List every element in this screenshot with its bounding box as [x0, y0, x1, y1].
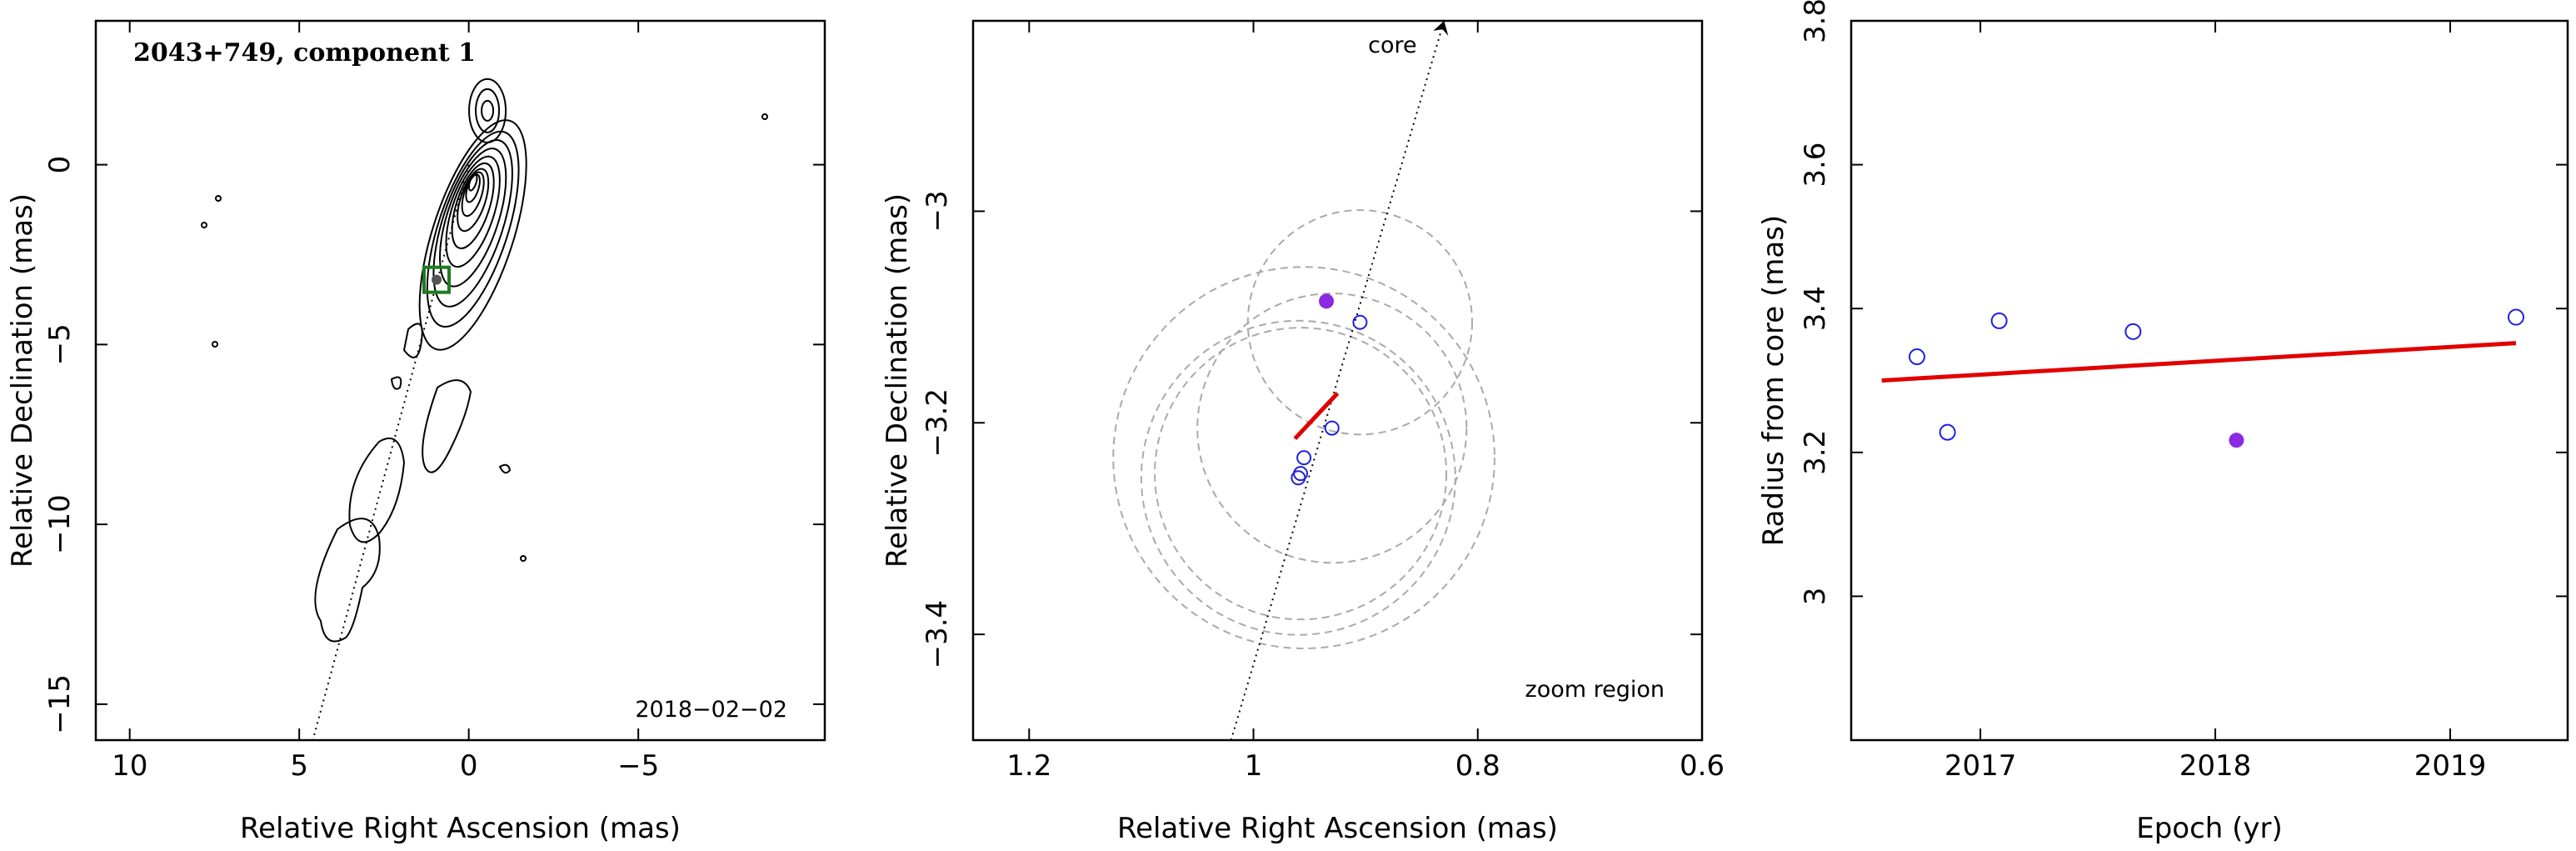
- data-point-filled: [2229, 433, 2244, 448]
- data-point: [1908, 348, 1925, 366]
- contour-line: [432, 138, 513, 308]
- panel-radius-vs-epoch: 2017 2018 2019 3 3.2 3.4 3.6 3.8 Epoch (yr) Radiu…: [1757, 0, 2569, 845]
- contour-line: [498, 463, 512, 474]
- data-point: [1290, 470, 1306, 486]
- data-point: [1939, 423, 1956, 441]
- contour-line: [761, 113, 768, 120]
- data-point: [1352, 314, 1368, 330]
- x-axis-label: Relative Right Ascension (mas): [1117, 812, 1558, 845]
- y-tick-label: 0: [43, 156, 77, 174]
- x-tick-label: 10: [112, 749, 147, 783]
- x-tick-label: 1.2: [1006, 749, 1051, 783]
- y-tick-label: 3.8: [1799, 0, 1832, 43]
- contour-map: [201, 78, 768, 643]
- contour-line: [426, 130, 520, 328]
- core-arrow-head: [1433, 21, 1449, 36]
- component-marker-dot: [432, 274, 442, 285]
- x-tick-label: 2018: [2179, 749, 2252, 783]
- y-tick-label: 3.6: [1799, 143, 1832, 188]
- contour-line: [390, 376, 402, 390]
- epoch-label: 2018−02−02: [635, 697, 787, 723]
- y-tick-label: −15: [43, 674, 77, 734]
- panel-title: 2043+749, component 1: [133, 38, 476, 68]
- contour-line: [467, 173, 478, 192]
- uncertainty-circle: [1154, 327, 1448, 621]
- core-label: core: [1368, 33, 1416, 58]
- y-tick-label: 3.4: [1799, 286, 1832, 331]
- data-point: [1296, 450, 1312, 466]
- uncertainty-circles: [1112, 209, 1495, 649]
- y-axis-label: Radius from core (mas): [1757, 215, 1790, 546]
- fit-segment: [1293, 392, 1340, 441]
- contour-line: [481, 99, 495, 122]
- y-tick-label: 3: [1799, 588, 1832, 606]
- contour-line: [215, 195, 222, 202]
- jet-axis-line: [1230, 20, 1445, 741]
- contour-line: [475, 88, 501, 133]
- y-tick-label: −3: [921, 190, 954, 232]
- contour-line: [402, 323, 423, 358]
- x-axis-label: Relative Right Ascension (mas): [240, 812, 681, 845]
- contour-line: [465, 173, 481, 203]
- uncertainty-circle: [1140, 319, 1456, 636]
- y-axis-label: Relative Declination (mas): [6, 193, 39, 568]
- data-point-filled: [1319, 293, 1335, 309]
- contour-line: [422, 379, 472, 473]
- x-axis-label: Epoch (yr): [2136, 812, 2283, 845]
- contour-line: [348, 437, 406, 543]
- x-tick-label: 0.8: [1455, 749, 1500, 783]
- data-point: [2507, 308, 2524, 326]
- x-tick-label: 0.6: [1680, 749, 1725, 783]
- zoom-region-label: zoom region: [1525, 677, 1665, 703]
- panel-zoom-region: 1.2 1 0.8 0.6 −3 −3.2 −3.4 core zoom region Relat…: [881, 19, 1725, 845]
- jet-axis-line: [312, 164, 470, 741]
- contour-line: [212, 341, 218, 348]
- y-tick-label: −10: [43, 494, 77, 554]
- contour-line: [314, 518, 381, 643]
- y-tick-label: −3.2: [921, 388, 954, 458]
- x-tick-label: 1: [1245, 749, 1263, 783]
- plot-frame: [971, 19, 1704, 742]
- y-tick-label: 3.2: [1799, 430, 1832, 475]
- fit-line: [1881, 341, 2517, 383]
- plot-frame: [94, 19, 826, 742]
- plot-frame: [1850, 19, 2569, 742]
- contour-line: [445, 155, 501, 268]
- uncertainty-circle: [1246, 209, 1474, 436]
- contour-line: [418, 119, 527, 351]
- x-tick-label: −5: [617, 749, 659, 783]
- y-axis-label: Relative Declination (mas): [881, 193, 914, 568]
- y-tick-label: −3.4: [921, 600, 954, 669]
- data-point: [2124, 323, 2142, 340]
- data-point: [1324, 420, 1340, 436]
- y-tick-label: −5: [43, 323, 77, 365]
- panel-jet-map: 10 5 0 −5 0 −5 −10 −15 2043+749, component 1 2018…: [6, 19, 826, 845]
- contour-line: [468, 78, 507, 143]
- x-tick-label: 2017: [1944, 749, 2017, 783]
- contour-line: [520, 555, 527, 562]
- x-tick-label: 5: [290, 749, 308, 783]
- contour-line: [201, 222, 207, 228]
- x-tick-label: 0: [460, 749, 478, 783]
- data-point: [1990, 312, 2008, 329]
- component-marker: [422, 265, 452, 294]
- x-tick-label: 2019: [2414, 749, 2487, 783]
- uncertainty-circle: [1196, 293, 1468, 564]
- uncertainty-circle: [1112, 266, 1495, 649]
- contour-line: [461, 171, 485, 218]
- contour-line: [457, 168, 490, 233]
- contour-line: [451, 162, 495, 249]
